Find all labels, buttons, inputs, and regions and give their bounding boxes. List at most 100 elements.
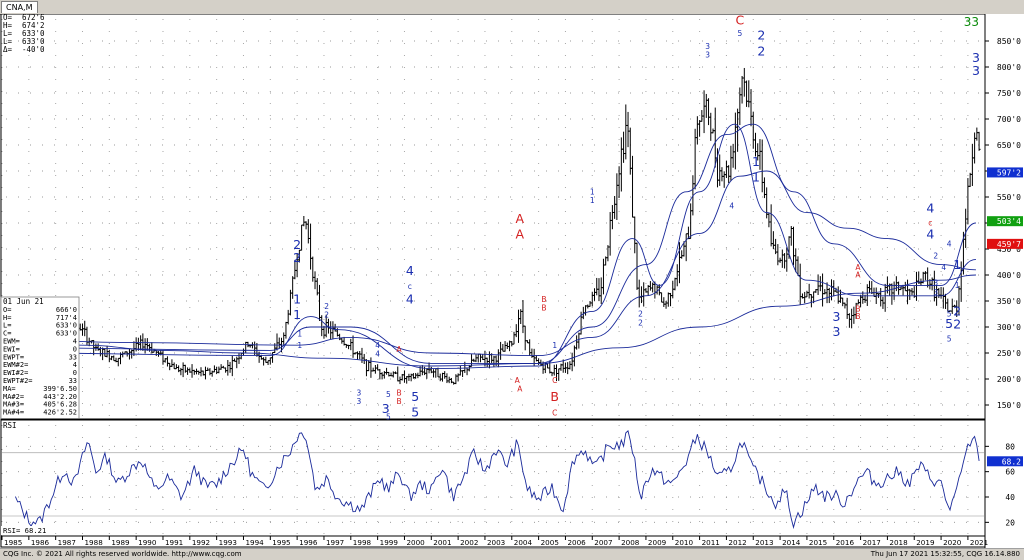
price-grid-dot bbox=[450, 249, 451, 250]
price-grid-dot bbox=[42, 145, 43, 146]
price-grid-dot bbox=[114, 67, 115, 68]
data-box-label: EWI#2= bbox=[3, 369, 28, 377]
year-grid-dot bbox=[860, 391, 861, 392]
year-grid-dot bbox=[699, 247, 700, 248]
price-badge-label: 597'2 bbox=[997, 168, 1021, 177]
price-grid-dot bbox=[246, 41, 247, 42]
year-grid-dot bbox=[404, 247, 405, 248]
price-grid-dot bbox=[750, 353, 751, 354]
price-grid-dot bbox=[222, 327, 223, 328]
year-grid-dot bbox=[136, 91, 137, 92]
price-grid-dot bbox=[138, 93, 139, 94]
rsi-grid-dot bbox=[126, 471, 127, 472]
year-grid-dot bbox=[162, 307, 163, 308]
price-grid-dot bbox=[210, 223, 211, 224]
rsi-grid-dot bbox=[426, 497, 427, 498]
year-grid-dot bbox=[511, 43, 512, 44]
price-grid-dot bbox=[774, 119, 775, 120]
price-grid-dot bbox=[558, 67, 559, 68]
date-tick-label: 2004 bbox=[514, 538, 533, 547]
price-grid-dot bbox=[282, 145, 283, 146]
year-grid-dot bbox=[914, 343, 915, 344]
year-grid-dot bbox=[645, 67, 646, 68]
year-grid-dot bbox=[377, 67, 378, 68]
year-grid-dot bbox=[243, 271, 244, 272]
year-grid-dot bbox=[270, 175, 271, 176]
price-grid-dot bbox=[630, 41, 631, 42]
price-grid-dot bbox=[78, 41, 79, 42]
price-grid-dot bbox=[114, 275, 115, 276]
rsi-grid-dot bbox=[738, 471, 739, 472]
price-grid-dot bbox=[198, 197, 199, 198]
rsi-grid-dot bbox=[942, 497, 943, 498]
price-grid-dot bbox=[90, 223, 91, 224]
rsi-grid-dot bbox=[918, 471, 919, 472]
year-grid-dot bbox=[431, 533, 432, 534]
year-grid-dot bbox=[645, 319, 646, 320]
rsi-grid-dot bbox=[930, 446, 931, 447]
rsi-grid-dot bbox=[714, 497, 715, 498]
year-grid-dot bbox=[592, 31, 593, 32]
year-grid-dot bbox=[189, 211, 190, 212]
price-grid-dot bbox=[846, 119, 847, 120]
data-box-label: EWPT= bbox=[3, 353, 24, 361]
year-grid-dot bbox=[431, 235, 432, 236]
year-grid-dot bbox=[511, 235, 512, 236]
price-grid-dot bbox=[942, 353, 943, 354]
year-grid-dot bbox=[645, 31, 646, 32]
price-grid-dot bbox=[282, 379, 283, 380]
rsi-grid-dot bbox=[474, 522, 475, 523]
price-grid-dot bbox=[894, 353, 895, 354]
price-grid-dot bbox=[462, 249, 463, 250]
price-grid-dot bbox=[234, 405, 235, 406]
wave-label: 3 bbox=[356, 397, 361, 406]
year-grid-dot bbox=[726, 67, 727, 68]
price-grid-dot bbox=[390, 379, 391, 380]
price-grid-dot bbox=[330, 301, 331, 302]
price-grid-dot bbox=[714, 93, 715, 94]
chart-tab[interactable]: CNA,M bbox=[1, 1, 38, 13]
price-grid-dot bbox=[378, 171, 379, 172]
date-tick-label: 2018 bbox=[889, 538, 908, 547]
year-grid-dot bbox=[28, 283, 29, 284]
price-grid-dot bbox=[966, 197, 967, 198]
price-grid-dot bbox=[438, 327, 439, 328]
chart-area[interactable]: 221111223344355ABB4c455AAAABB1CBC1122334… bbox=[0, 14, 1024, 548]
year-grid-dot bbox=[216, 295, 217, 296]
date-tick-label: 1985 bbox=[4, 538, 22, 547]
year-grid-dot bbox=[323, 199, 324, 200]
rsi-grid-dot bbox=[498, 497, 499, 498]
year-grid-dot bbox=[484, 521, 485, 522]
price-grid-dot bbox=[942, 67, 943, 68]
year-grid-dot bbox=[28, 175, 29, 176]
year-grid-dot bbox=[2, 175, 3, 176]
price-grid-dot bbox=[582, 197, 583, 198]
year-grid-dot bbox=[458, 199, 459, 200]
date-tick-label: 2005 bbox=[541, 538, 559, 547]
year-grid-dot bbox=[55, 473, 56, 474]
price-grid-dot bbox=[654, 93, 655, 94]
price-grid-dot bbox=[642, 223, 643, 224]
rsi-grid-dot bbox=[978, 497, 979, 498]
price-grid-dot bbox=[858, 223, 859, 224]
year-grid-dot bbox=[109, 485, 110, 486]
price-grid-dot bbox=[942, 249, 943, 250]
price-grid-dot bbox=[486, 171, 487, 172]
year-grid-dot bbox=[2, 247, 3, 248]
price-grid-dot bbox=[282, 119, 283, 120]
year-grid-dot bbox=[699, 103, 700, 104]
price-grid-dot bbox=[738, 197, 739, 198]
rsi-grid-dot bbox=[666, 497, 667, 498]
price-grid-dot bbox=[234, 41, 235, 42]
year-grid-dot bbox=[28, 437, 29, 438]
rsi-grid-dot bbox=[486, 471, 487, 472]
price-grid-dot bbox=[354, 275, 355, 276]
price-grid-dot bbox=[498, 171, 499, 172]
year-grid-dot bbox=[323, 175, 324, 176]
price-grid-dot bbox=[282, 275, 283, 276]
price-grid-dot bbox=[426, 93, 427, 94]
year-grid-dot bbox=[350, 295, 351, 296]
year-grid-dot bbox=[887, 163, 888, 164]
year-grid-dot bbox=[699, 461, 700, 462]
price-grid-dot bbox=[294, 67, 295, 68]
